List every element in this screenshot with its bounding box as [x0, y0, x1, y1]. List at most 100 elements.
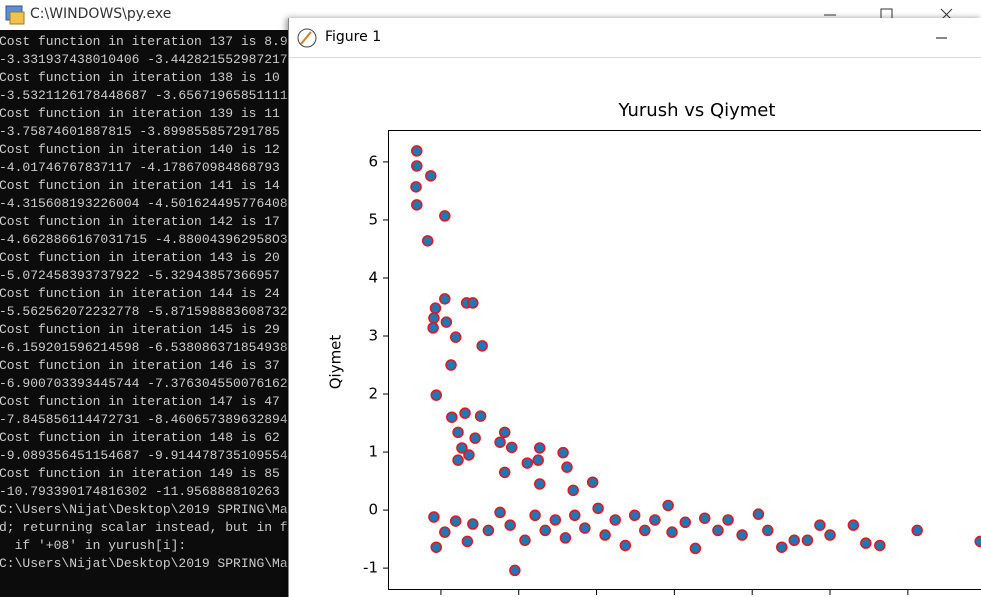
scatter-point: [788, 534, 800, 547]
scatter-point: [689, 542, 702, 555]
scatter-point: [439, 210, 451, 222]
figure-title-bar: [289, 28, 981, 58]
scatter-point: [504, 519, 516, 531]
scatter-point: [505, 441, 518, 454]
figure-title: Figure 1: [325, 29, 382, 45]
scatter-point: [467, 518, 479, 530]
scatter-point: [561, 461, 573, 473]
scatter-point: [498, 466, 511, 479]
scatter-point: [628, 509, 641, 522]
console-line: Cost function in iteration 147 is 47: [0, 394, 280, 409]
y-tick-label: 1: [368, 443, 378, 461]
scatter-point: [736, 529, 748, 541]
console-line: Cost function in iteration 137 is 8.9: [0, 34, 288, 49]
console-line: -4.6628866167031715 -4.880043962958O3: [0, 232, 288, 247]
scatter-point: [529, 509, 541, 522]
scatter-point: [847, 519, 860, 531]
axes-spine: [388, 130, 981, 589]
console-line: -7.845856114472731 -8.460657389632894: [0, 412, 288, 427]
console-line: Cost function in iteration 139 is 11: [0, 106, 280, 121]
scatter-point: [549, 514, 562, 526]
scatter-point: [469, 432, 481, 444]
scatter-point: [439, 526, 451, 538]
figure-window: Figure 1: [288, 18, 981, 597]
scatter-point: [430, 541, 442, 553]
console-line: -5.562562072232778 -5.871598883608732: [0, 304, 288, 319]
scatter-point: [649, 514, 661, 526]
console-line: if '+08' in yurush[i]:: [0, 538, 187, 553]
scatter-point: [666, 526, 678, 538]
scatter-point: [494, 436, 506, 448]
y-tick-label: 5: [368, 210, 378, 228]
scatter-points: [410, 145, 981, 577]
scatter-point: [482, 524, 495, 537]
scatter-point: [498, 426, 511, 439]
scatter-point: [586, 476, 599, 488]
scatter-point: [449, 515, 462, 527]
scatter-point: [534, 442, 546, 454]
scatter-point: [467, 297, 479, 309]
y-axis-label: Qiymet: [327, 335, 345, 390]
scatter-point: [752, 508, 765, 520]
scatter-point: [567, 484, 579, 497]
console-line: -3.5321126178448687 -3.656719658511115: [0, 88, 288, 103]
console-line: C:\Users\Nijat\Desktop\2019 SPRING\Ma: [0, 502, 288, 517]
scatter-point: [860, 537, 872, 549]
scatter-point: [599, 529, 611, 541]
console-line: Cost function in iteration 146 is 37: [0, 358, 280, 373]
scatter-point: [411, 160, 423, 172]
scatter-point: [446, 411, 458, 423]
console-line: Cost function in iteration 148 is 62: [0, 430, 280, 445]
scatter-point: [428, 312, 440, 324]
console-title: C:\WINDOWS\py.exe: [30, 6, 172, 22]
scatter-point: [440, 316, 453, 328]
scatter-point: [592, 502, 604, 515]
scatter-point: [494, 506, 506, 519]
console-line: Cost function in iteration 144 is 24: [0, 286, 280, 301]
scatter-point: [801, 534, 814, 547]
chart-title: Yurush vs Qiymet: [618, 100, 776, 121]
scatter-point: [411, 199, 423, 211]
scatter-point: [911, 524, 923, 537]
scatter-point: [712, 524, 724, 537]
scatter-point: [559, 532, 572, 544]
scatter-point: [619, 539, 632, 552]
console-line: -6.159201596214598 -6.538086371854938: [0, 340, 288, 355]
console-line: Cost function in iteration 149 is 85: [0, 466, 280, 481]
scatter-point: [639, 524, 651, 537]
scatter-point: [974, 535, 981, 548]
scatter-point: [463, 449, 475, 461]
scatter-point: [445, 359, 457, 371]
scatter-point: [679, 516, 692, 529]
scatter-point: [532, 454, 544, 466]
scatter-point: [814, 519, 826, 531]
console-line: -5.072458393737922 -5.32943857366957: [0, 268, 280, 283]
console-line: Cost function in iteration 145 is 29: [0, 322, 280, 337]
scatter-point: [410, 181, 422, 193]
scatter-point: [439, 293, 451, 305]
scatter-point: [421, 235, 434, 247]
scatter-point: [698, 512, 711, 524]
scatter-point: [824, 529, 836, 541]
console-line: -3.331937438010406 -3.442821552987217: [0, 52, 288, 67]
console-line: Cost function in iteration 143 is 20: [0, 250, 280, 265]
scatter-point: [762, 524, 774, 537]
console-line: Cost function in iteration 142 is 17: [0, 214, 280, 229]
console-line: -4.01746767837117 -4.178670984868793: [0, 160, 280, 175]
console-line: Cost function in iteration 138 is 10: [0, 70, 280, 85]
scatter-point: [452, 426, 464, 439]
scatter-point: [722, 514, 734, 526]
y-tick-label: -1: [363, 559, 378, 577]
console-line: -10.793390174816302 -11.956888810263: [0, 484, 280, 499]
scatter-point: [449, 331, 462, 343]
scatter-point: [429, 302, 442, 314]
scatter-point: [456, 442, 468, 454]
scatter-point: [521, 457, 534, 469]
scatter-point: [452, 454, 464, 466]
console-line: -9.089356451154687 -9.914478735109554: [0, 448, 288, 463]
scatter-point: [874, 539, 886, 552]
scatter-point: [662, 499, 674, 512]
y-tick-label: 2: [368, 385, 378, 403]
console-line: -6.900703393445744 -7.376304550076162: [0, 376, 288, 391]
